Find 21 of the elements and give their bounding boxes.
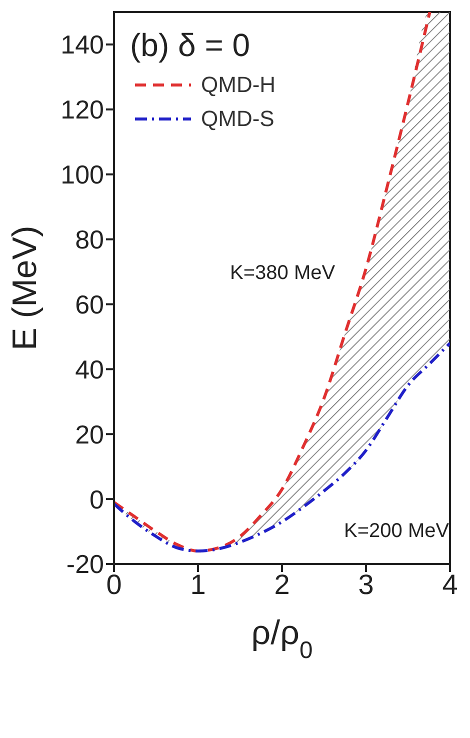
- y-tick-label: 20: [75, 419, 104, 450]
- y-tick-label: 100: [60, 160, 104, 190]
- y-axis-title: E (MeV): [6, 226, 44, 350]
- legend-label: QMD-S: [201, 106, 274, 132]
- x-tick-label: 3: [358, 568, 374, 600]
- x-tick-label: 4: [442, 568, 458, 600]
- y-tick-label: -20: [66, 549, 104, 580]
- y-tick-label: 140: [60, 30, 104, 60]
- annotation: K=380 MeV: [230, 262, 336, 285]
- annotation: K=200 MeV: [344, 520, 450, 543]
- x-axis-title: ρ/ρ$_{0}$: [251, 614, 313, 664]
- x-tick-label: 1: [190, 568, 206, 600]
- text: (b) δ = 0: [130, 27, 250, 63]
- y-tick-label: 60: [75, 289, 104, 320]
- x-tick-label: 2: [274, 568, 290, 600]
- y-tick-label: 0: [90, 484, 104, 514]
- y-tick-label: 120: [60, 94, 104, 125]
- y-tick-label: 40: [75, 354, 104, 384]
- y-tick-label: 80: [75, 224, 104, 255]
- legend-label: QMD-H: [201, 72, 276, 98]
- line-series: [114, 342, 450, 553]
